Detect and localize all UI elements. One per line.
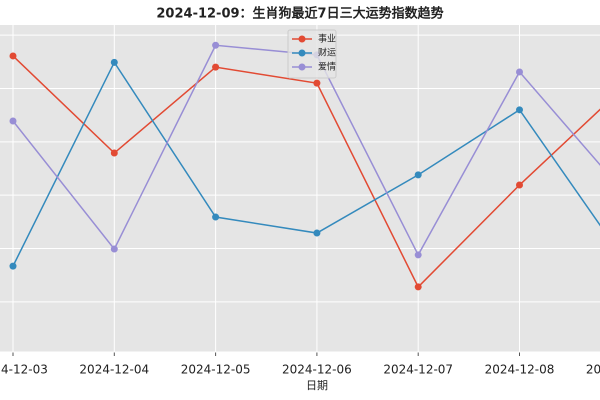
point (516, 106, 523, 114)
point (110, 149, 118, 157)
x-tick-label: 2024-12-06 (282, 363, 352, 377)
point (9, 52, 17, 60)
x-tick-label: 2024-12-08 (485, 363, 555, 377)
x-tick-label: 2024-12-04 (79, 363, 149, 377)
point (9, 117, 17, 125)
x-tick-label: 2024-12-03 (0, 363, 48, 377)
point (414, 283, 422, 291)
point (313, 79, 321, 87)
point (516, 68, 523, 76)
x-tick-label: 2024-12-09 (586, 363, 600, 377)
legend-marker (298, 49, 306, 57)
point (212, 63, 220, 71)
point (9, 262, 17, 270)
point (110, 58, 118, 66)
point (313, 229, 321, 237)
legend-label: 爱情 (318, 61, 336, 73)
point (516, 181, 523, 189)
x-tick-label: 2024-12-07 (383, 363, 453, 377)
point (414, 171, 422, 179)
legend-label: 财运 (318, 47, 336, 59)
point (212, 41, 220, 49)
chart-title: 2024-12-09：生肖狗最近7日三大运势指数趋势 (156, 6, 443, 22)
point (414, 251, 422, 259)
plot-background (0, 25, 600, 352)
legend-marker (298, 63, 306, 71)
legend-marker (298, 35, 306, 43)
point (212, 213, 220, 221)
lines (9, 41, 600, 291)
legend-label: 事业 (318, 33, 336, 45)
x-tick-label: 2024-12-05 (181, 363, 251, 377)
x-axis-label: 日期 (306, 379, 328, 392)
point (110, 245, 118, 253)
